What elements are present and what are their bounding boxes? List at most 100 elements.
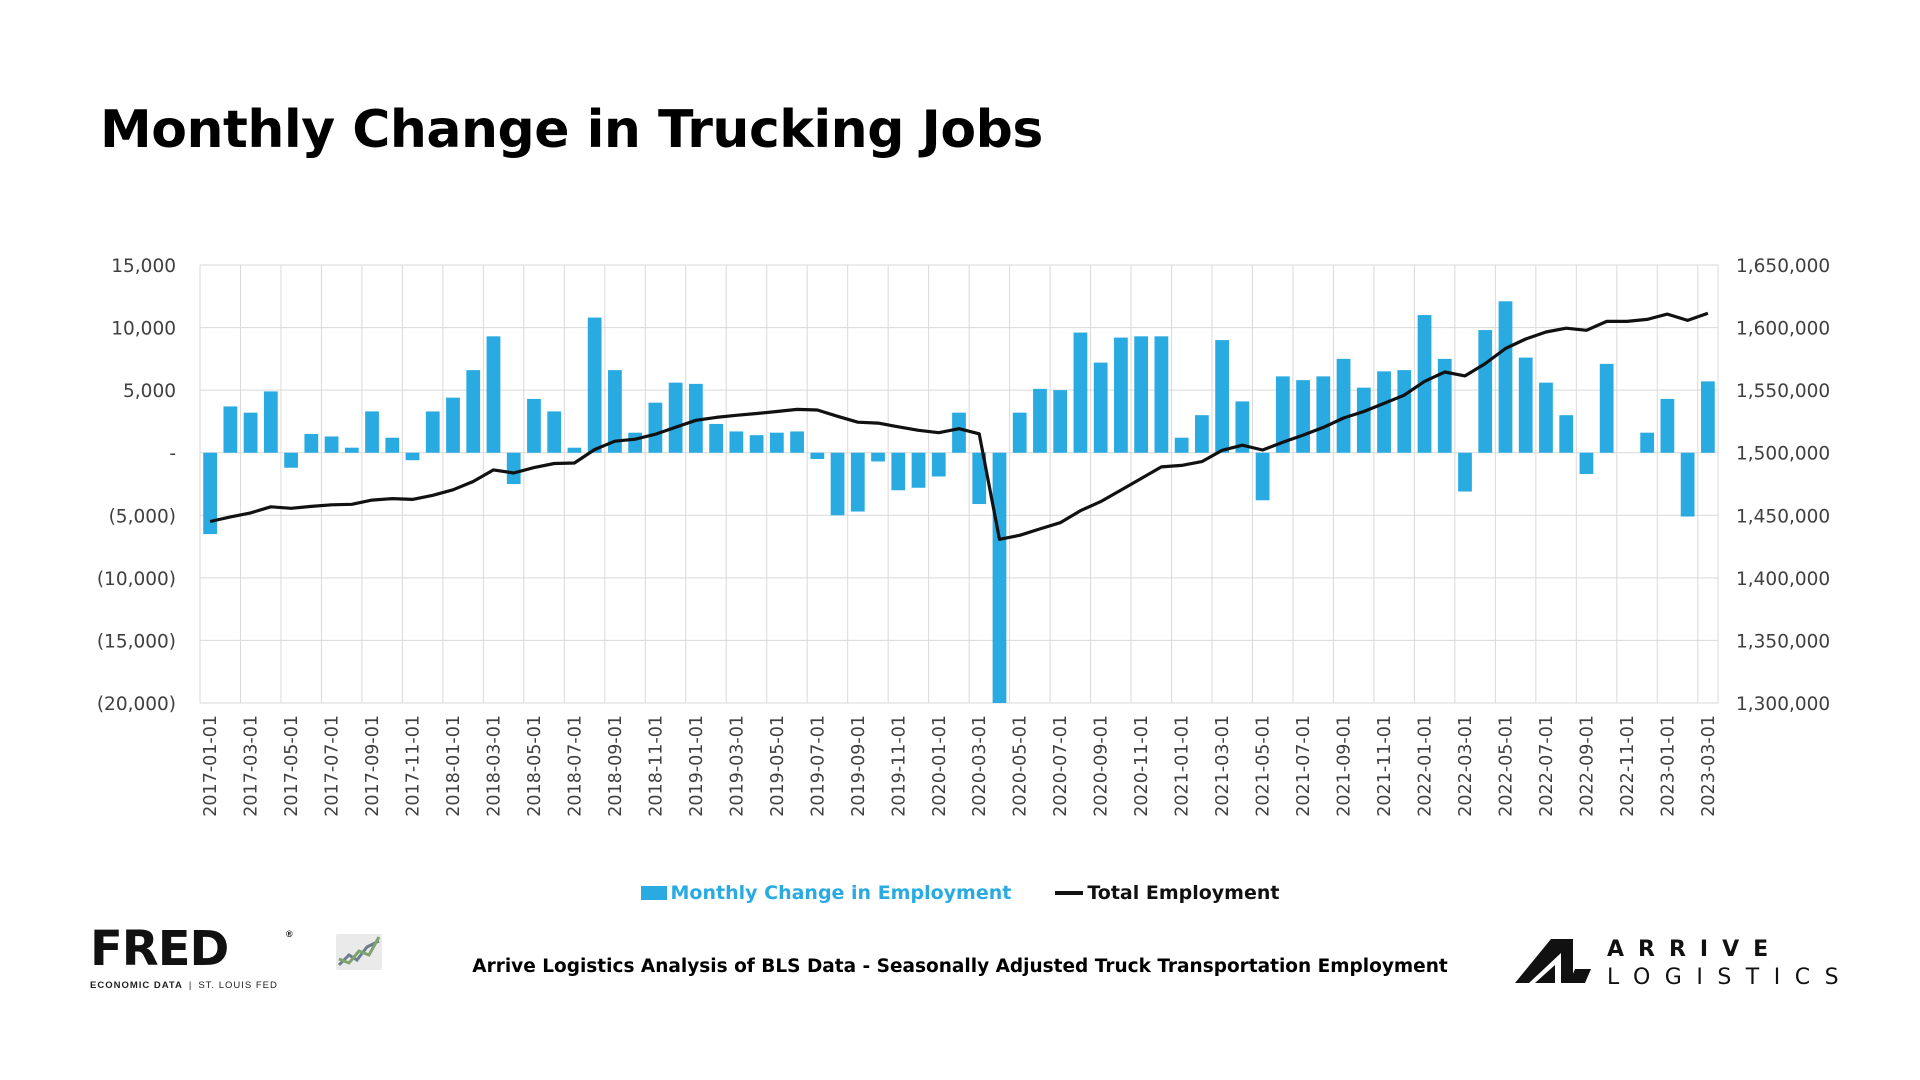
fred-wordmark: FRED xyxy=(90,921,229,977)
legend-swatch-bar xyxy=(640,886,667,900)
bar-2021-09-01 xyxy=(1336,358,1351,453)
bar-2017-07-01 xyxy=(324,436,339,453)
legend-label-bar: Monthly Change in Employment xyxy=(670,882,1012,904)
x-tick-label: 2023-03-01 xyxy=(1699,715,1719,817)
bar-2020-06-01 xyxy=(1033,388,1047,453)
bar-2022-12-01 xyxy=(1640,432,1655,453)
bar-2020-05-01 xyxy=(1012,412,1027,453)
x-tick-label: 2021-05-01 xyxy=(1254,715,1274,817)
x-tick-label: 2019-11-01 xyxy=(889,715,909,817)
bar-2019-08-01 xyxy=(830,452,845,516)
bar-2020-02-01 xyxy=(952,412,966,453)
x-tick-label: 2022-09-01 xyxy=(1577,715,1597,817)
combo-chart: 15,000 10,000 5,000 - (5,000) (10,000) (15,000… xyxy=(97,256,1830,817)
x-tick-label: 2019-09-01 xyxy=(849,715,869,817)
bar-2019-03-01 xyxy=(729,431,744,453)
left-tick-label: 10,000 xyxy=(111,319,176,340)
bar-2017-09-01 xyxy=(365,411,379,453)
bar-2021-08-01 xyxy=(1316,376,1331,453)
bar-2022-07-01 xyxy=(1539,382,1553,453)
bar-2019-02-01 xyxy=(709,423,724,453)
x-tick-label: 2019-03-01 xyxy=(727,715,747,817)
right-axis-labels: 1,650,000 1,600,000 1,550,000 1,500,000 1,45… xyxy=(1736,256,1830,715)
bar-2022-09-01 xyxy=(1579,452,1594,474)
right-tick-label: 1,450,000 xyxy=(1736,506,1830,527)
left-axis-labels: 15,000 10,000 5,000 - (5,000) (10,000) (15,000… xyxy=(97,256,176,715)
x-tick-label: 2018-11-01 xyxy=(646,715,666,817)
bar-2020-03-01 xyxy=(972,452,987,505)
left-tick-label: (10,000) xyxy=(97,569,176,590)
bar-2022-04-01 xyxy=(1478,330,1493,453)
x-tick-label: 2017-07-01 xyxy=(323,715,343,817)
bar-2017-05-01 xyxy=(284,452,298,468)
x-tick-label: 2019-01-01 xyxy=(687,715,707,817)
right-tick-label: 1,650,000 xyxy=(1736,256,1830,277)
x-tick-label: 2019-07-01 xyxy=(808,715,828,817)
left-tick-label: 5,000 xyxy=(123,381,176,402)
x-tick-label: 2021-01-01 xyxy=(1173,715,1193,817)
bar-2021-11-01 xyxy=(1377,371,1391,453)
x-tick-label: 2020-07-01 xyxy=(1051,715,1071,817)
bar-2017-02-01 xyxy=(223,406,238,453)
bar-2018-01-01 xyxy=(446,397,460,453)
left-tick-label: - xyxy=(169,444,176,465)
bar-2018-02-01 xyxy=(466,370,481,453)
bar-2017-03-01 xyxy=(243,412,258,453)
left-tick-label: (20,000) xyxy=(97,694,176,715)
bar-2023-03-01 xyxy=(1700,381,1715,453)
bar-2021-01-01 xyxy=(1174,437,1189,453)
x-tick-label: 2017-05-01 xyxy=(282,715,302,817)
total-employment-line xyxy=(209,311,1709,541)
bar-2017-08-01 xyxy=(344,447,359,453)
x-tick-label: 2023-01-01 xyxy=(1658,715,1678,817)
bar-2022-10-01 xyxy=(1599,363,1614,453)
line-series-total-employment xyxy=(209,311,1709,541)
bar-2019-01-01 xyxy=(688,383,703,453)
right-tick-label: 1,350,000 xyxy=(1736,631,1830,652)
bar-2021-03-01 xyxy=(1215,340,1230,453)
bar-2018-07-01 xyxy=(567,447,582,453)
left-tick-label: (15,000) xyxy=(97,631,176,652)
footer-caption: Arrive Logistics Analysis of BLS Data - … xyxy=(472,956,1448,977)
bar-2017-01-01 xyxy=(203,452,218,535)
chart-spark-icon xyxy=(336,934,382,970)
fred-logo: FRED ® ECONOMIC DATA | ST. LOUIS FED xyxy=(90,921,382,995)
bar-2021-12-01 xyxy=(1397,370,1412,453)
fred-sub-a: ECONOMIC DATA xyxy=(90,980,183,991)
bar-2017-04-01 xyxy=(263,391,278,453)
right-tick-label: 1,500,000 xyxy=(1736,444,1830,465)
bar-2020-04-01 xyxy=(992,452,1007,703)
bar-2018-12-01 xyxy=(668,382,683,453)
bar-2017-06-01 xyxy=(304,433,319,453)
bar-2020-01-01 xyxy=(931,452,946,477)
bar-2019-09-01 xyxy=(850,452,865,512)
chart-grid xyxy=(199,264,1719,704)
bar-2019-06-01 xyxy=(790,431,804,453)
right-tick-label: 1,550,000 xyxy=(1736,381,1830,402)
bar-2019-12-01 xyxy=(911,452,926,488)
x-tick-label: 2018-09-01 xyxy=(606,715,626,817)
bar-2022-06-01 xyxy=(1518,357,1533,453)
bar-2019-04-01 xyxy=(749,435,764,453)
x-tick-label: 2019-05-01 xyxy=(768,715,788,817)
page-title: Monthly Change in Trucking Jobs xyxy=(100,100,1043,160)
x-tick-label: 2017-09-01 xyxy=(363,715,383,817)
legend-item-line: Total Employment xyxy=(1055,882,1279,904)
fred-sub-b: ST. LOUIS FED xyxy=(198,980,278,991)
bar-2019-05-01 xyxy=(769,432,784,453)
bar-2019-11-01 xyxy=(891,452,906,491)
bar-2022-03-01 xyxy=(1458,452,1472,492)
bar-2021-07-01 xyxy=(1296,380,1310,453)
left-tick-label: (5,000) xyxy=(109,506,176,527)
bar-2018-11-01 xyxy=(648,402,663,453)
x-tick-label: 2020-09-01 xyxy=(1092,715,1112,817)
bar-2018-09-01 xyxy=(608,370,622,453)
x-tick-label: 2020-05-01 xyxy=(1011,715,1031,817)
bar-2020-12-01 xyxy=(1154,336,1169,453)
bar-2020-09-01 xyxy=(1093,362,1108,453)
bar-2023-01-01 xyxy=(1660,398,1675,453)
bar-2018-10-01 xyxy=(628,432,643,453)
x-tick-label: 2022-11-01 xyxy=(1618,715,1638,817)
bar-series-monthly-change xyxy=(203,301,1715,703)
x-tick-label: 2018-03-01 xyxy=(484,715,504,817)
